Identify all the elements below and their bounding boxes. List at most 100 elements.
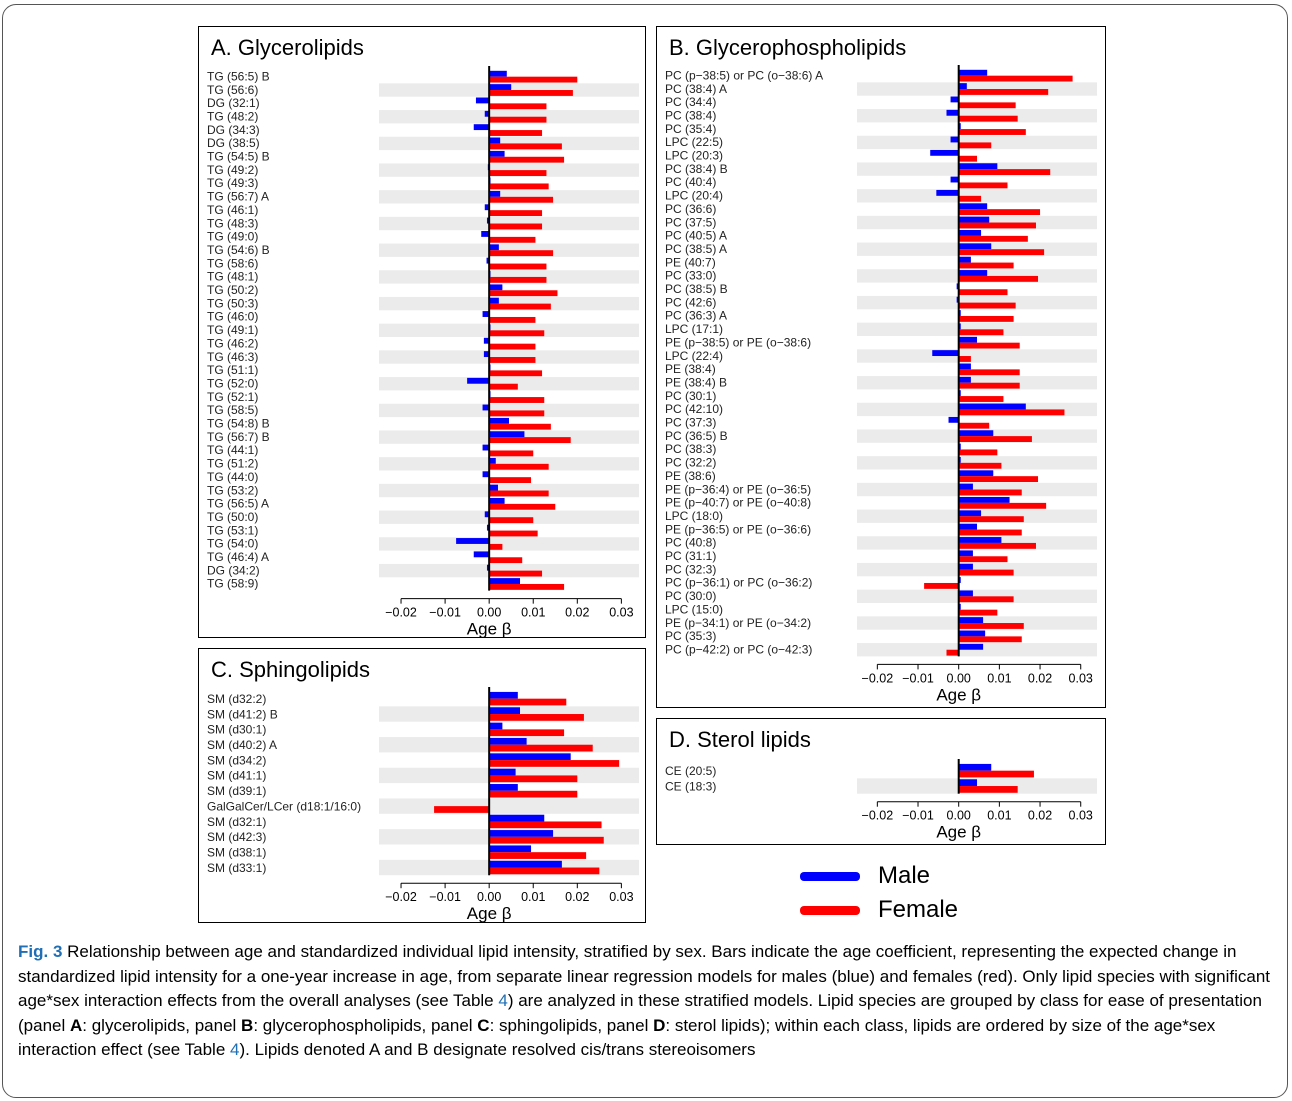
chart-sphingolipids: SM (d32:2)SM (d41:2) B SM (d30:1)SM (d40:… (207, 687, 639, 923)
bar-male (486, 257, 490, 264)
bar-female (434, 806, 490, 813)
x-tick-label: 0.00 (477, 890, 501, 904)
bar-female (489, 867, 600, 875)
x-tick-label: 0.00 (947, 809, 971, 823)
legend-swatch-female (800, 906, 860, 915)
bar-female (489, 196, 554, 203)
bar-male (481, 231, 490, 237)
category-label: PC (38:4) (665, 108, 716, 122)
category-label: PC (30:1) (665, 389, 716, 403)
category-label: LPC (22:5) (665, 135, 723, 149)
bar-female (489, 90, 573, 96)
x-tick-label: −0.02 (862, 671, 894, 685)
panel-glycerophospholipids: B. Glycerophospholipids PC (p−38:5) or P… (656, 26, 1106, 708)
bar-female (958, 329, 1004, 336)
category-label: TG (44:1) (207, 443, 258, 457)
x-tick-label: −0.01 (429, 890, 461, 904)
category-label: PC (38:5) B (665, 282, 728, 296)
category-label: PC (37:3) (665, 416, 716, 430)
category-label: TG (46:4) A (207, 550, 269, 564)
category-label: PC (42:6) (665, 295, 716, 309)
bar-female (489, 410, 545, 417)
caption-text: 4 (498, 991, 508, 1010)
category-label: PC (31:1) (665, 549, 716, 563)
bar-male (489, 150, 505, 157)
bar-female (489, 530, 538, 537)
category-label: TG (49:1) (207, 323, 258, 337)
category-label: PC (35:4) (665, 122, 716, 136)
category-label: TG (54:5) B (207, 150, 270, 164)
bar-female (958, 516, 1024, 523)
bar-female (958, 342, 1020, 349)
bar-female (489, 76, 578, 83)
bar-male (930, 149, 959, 156)
category-label: LPC (20:3) (665, 149, 723, 163)
bar-male (958, 563, 973, 570)
row-stripe (379, 537, 639, 551)
bar-female (958, 182, 1008, 189)
bar-female (958, 289, 1008, 296)
bar-female (958, 102, 1016, 109)
bar-female (958, 75, 1073, 82)
x-tick-label: 0.00 (947, 671, 971, 685)
category-label: SM (d33:1) (207, 861, 266, 875)
row-stripe (857, 778, 1097, 794)
bar-male (482, 404, 490, 411)
bar-male (958, 470, 994, 477)
bar-female (958, 636, 1022, 643)
x-tick-label: −0.01 (902, 809, 934, 823)
bar-female (489, 437, 571, 443)
panel-sterol-lipids: D. Sterol lipids CE (20:5) CE (18:3) −0.02… (656, 718, 1106, 845)
x-tick-label: 0.02 (565, 890, 589, 904)
x-axis-label: Age β (936, 823, 981, 842)
category-label: PC (32:3) (665, 562, 716, 576)
bar-female (924, 582, 959, 589)
bar-male (958, 403, 1026, 410)
bar-male (489, 860, 562, 868)
legend-label-female: Female (878, 896, 959, 923)
bar-female (958, 249, 1045, 256)
bar-female (489, 236, 536, 243)
bar-female (489, 517, 534, 524)
category-label: PE (p−36:4) or PE (o−36:5) (665, 482, 811, 496)
category-label: TG (48:3) (207, 216, 258, 230)
x-tick-label: 0.01 (521, 890, 545, 904)
category-label: PC (40:4) (665, 175, 716, 189)
bar-male (958, 230, 982, 236)
bar-female (489, 583, 565, 590)
caption-fig-label: Fig. 3 (18, 942, 63, 961)
bar-female (489, 744, 593, 752)
category-label: PC (36:6) (665, 202, 716, 216)
bar-female (489, 290, 558, 297)
bar-male (958, 243, 992, 250)
category-label: PC (40:8) (665, 536, 716, 550)
category-label: PE (p−36:5) or PE (o−36:6) (665, 522, 811, 536)
category-label: TG (44:0) (207, 470, 258, 484)
bar-female (958, 462, 1002, 469)
bar-female (489, 250, 554, 257)
bar-male (482, 311, 490, 317)
category-label: TG (51:2) (207, 457, 258, 471)
x-axis-label: Age β (467, 904, 512, 923)
bar-male (486, 217, 490, 224)
category-label: CE (20:5) (665, 764, 716, 778)
category-label: CE (18:3) (665, 779, 716, 793)
x-tick-label: 0.03 (609, 890, 633, 904)
category-label: PC (34:4) (665, 95, 716, 109)
category-label: PE (38:4) B (665, 375, 727, 389)
category-label: TG (54:8) B (207, 417, 270, 431)
caption-text: : glycerolipids, panel (82, 1015, 242, 1035)
bar-male (489, 431, 525, 438)
bar-female (958, 529, 1022, 536)
bar-female (958, 89, 1049, 95)
bar-female (489, 130, 543, 136)
bar-female (489, 836, 604, 844)
bar-male (489, 297, 499, 304)
bar-male (486, 524, 490, 531)
caption-text: D (653, 1015, 666, 1035)
row-stripe (379, 377, 639, 391)
bar-male (484, 110, 490, 117)
category-label: DG (32:1) (207, 96, 260, 110)
category-label: PE (p−38:5) or PE (o−38:6) (665, 335, 811, 349)
bar-male (958, 270, 988, 276)
